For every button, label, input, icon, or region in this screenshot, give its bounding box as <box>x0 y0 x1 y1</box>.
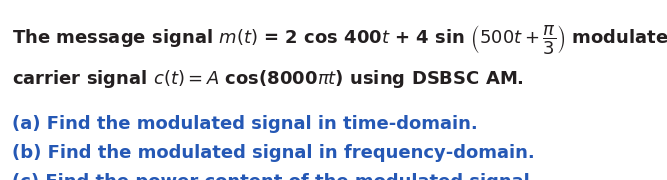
Text: The message signal $m(t)$ = 2 cos 400$t$ + 4 sin $\left(500t + \dfrac{\pi}{3}\ri: The message signal $m(t)$ = 2 cos 400$t$… <box>12 23 667 56</box>
Text: (c) Find the power content of the modulated signal.: (c) Find the power content of the modula… <box>12 173 537 180</box>
Text: carrier signal $c(t) = A$ cos(8000$\pi t$) using DSBSC AM.: carrier signal $c(t) = A$ cos(8000$\pi t… <box>12 68 524 90</box>
Text: (b) Find the modulated signal in frequency-domain.: (b) Find the modulated signal in frequen… <box>12 144 535 162</box>
Text: (a) Find the modulated signal in time-domain.: (a) Find the modulated signal in time-do… <box>12 115 478 133</box>
